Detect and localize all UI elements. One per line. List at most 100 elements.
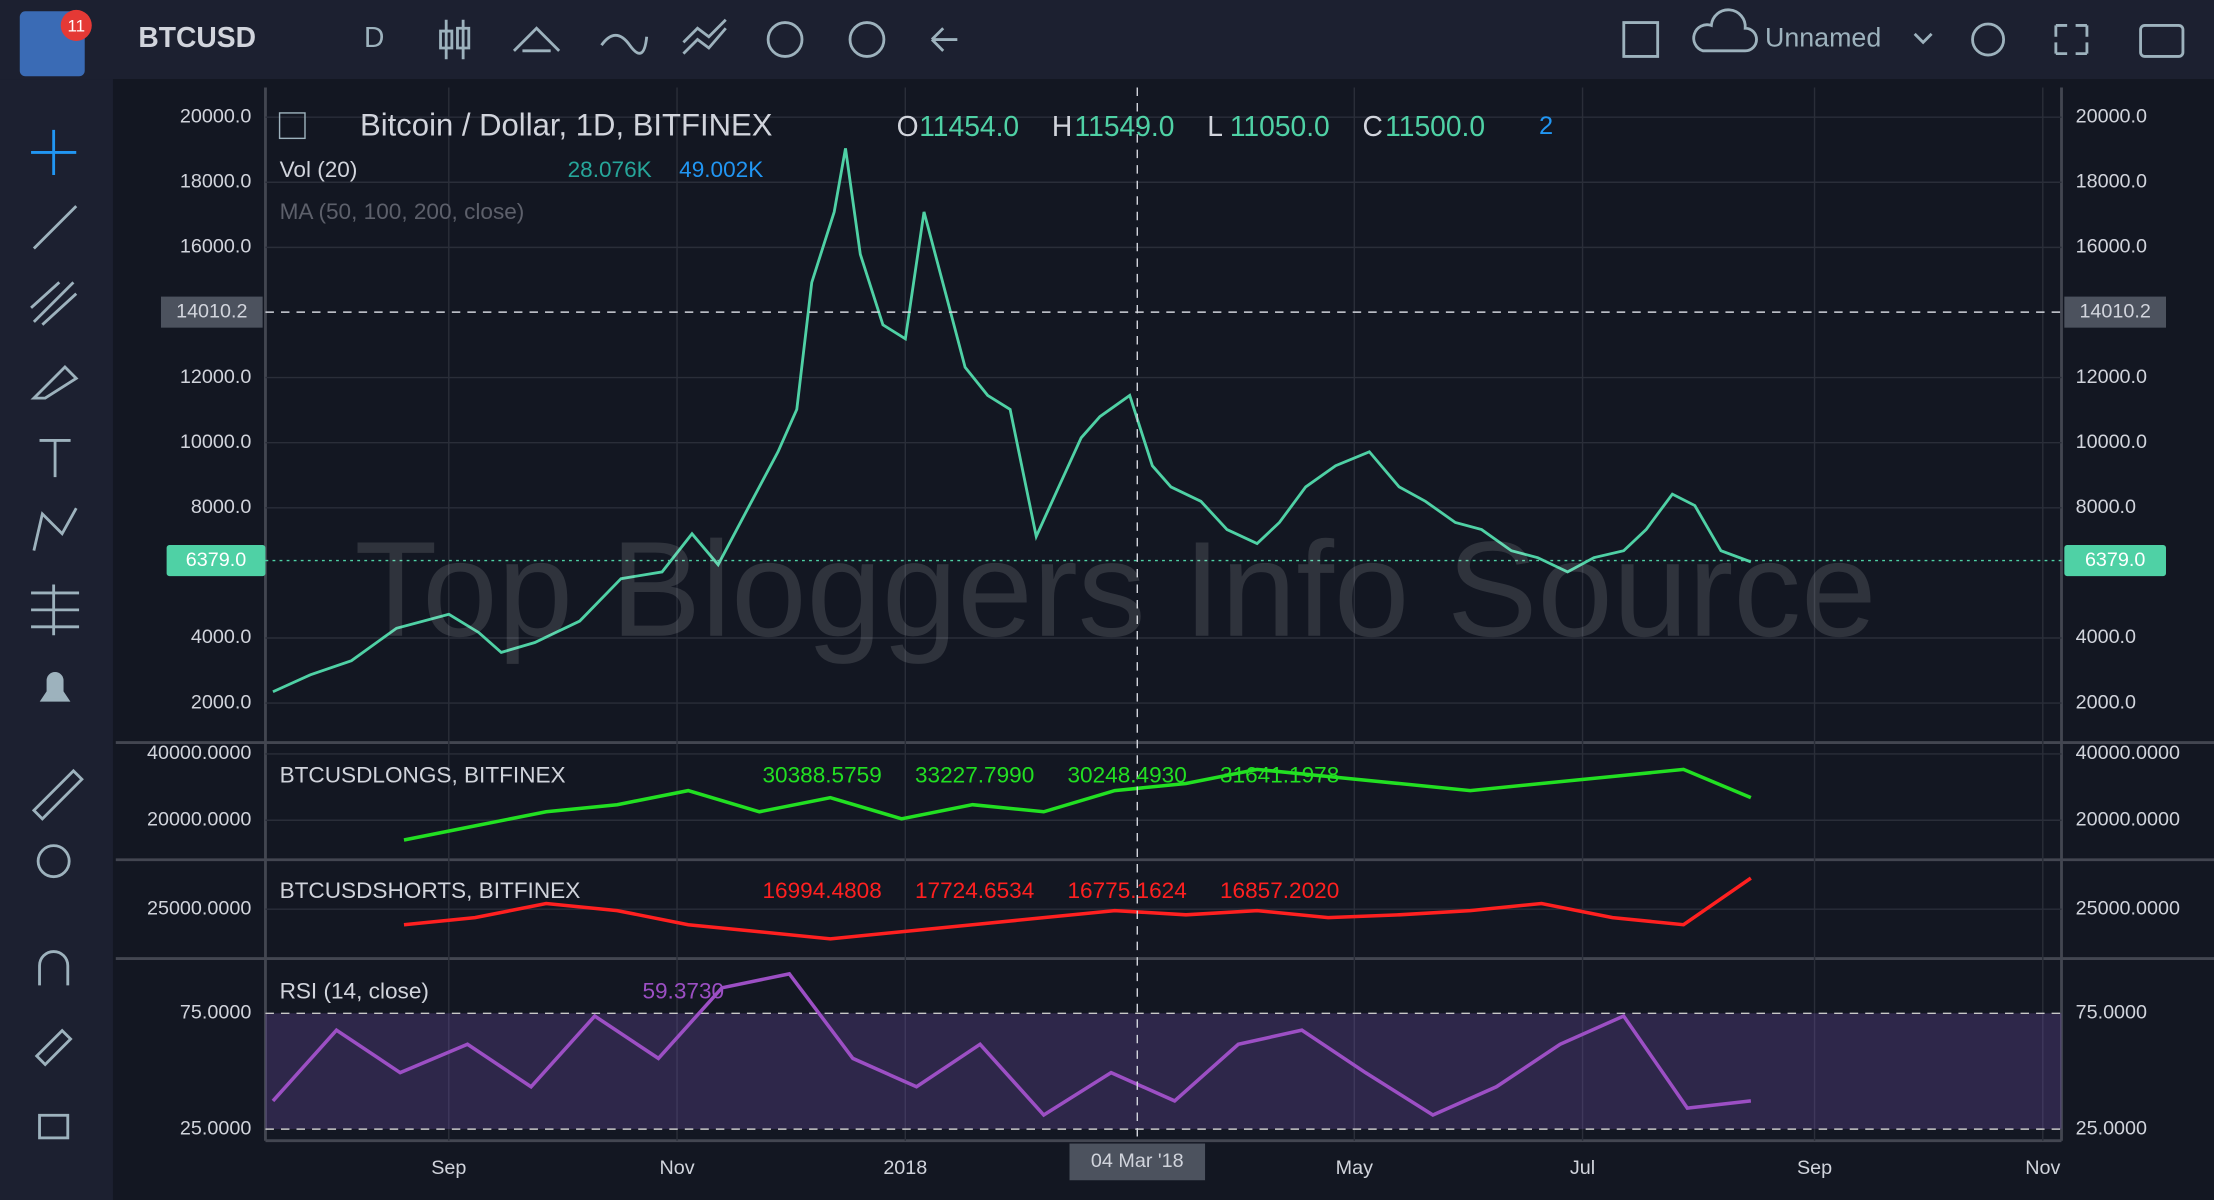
interval[interactable]: D [364,21,384,53]
x-tick-label: May [1336,1157,1373,1179]
lock-drawings-tool[interactable] [34,1028,73,1067]
y-tick-label: 25.0000 [2076,1117,2147,1139]
crosshair-price-label: 14010.2 [2079,300,2150,322]
y-tick-label: 10000.0 [180,431,251,453]
ohlc-key: H [1052,110,1072,142]
ohlc-value: 11500.0 [1385,110,1485,142]
cloud-icon[interactable] [1692,8,1758,53]
alerts-count: 2 [1539,112,1553,140]
ohlc-value: 11549.0 [1075,110,1175,142]
y-tick-label: 8000.0 [191,496,251,518]
trend-line-tool[interactable] [32,205,78,250]
volume-name: Vol (20) [280,157,358,182]
ohlc-key: O [897,110,919,142]
text-tool[interactable] [39,439,71,478]
magnet-tool[interactable] [38,950,70,986]
compare-icon[interactable] [512,26,561,53]
indicator-value: 31641.1978 [1220,762,1339,787]
alert-tool[interactable] [39,672,71,702]
crosshair-tag [2064,296,2166,328]
y-tick-label: 4000.0 [191,626,251,648]
x-tick-label: Sep [1797,1157,1832,1179]
brush-tool[interactable] [30,365,79,400]
y-tick-label: 8000.0 [2076,496,2136,518]
x-tick-label: Jul [1570,1157,1595,1179]
longs-line [403,767,1752,842]
indicator-icon[interactable] [600,33,649,55]
toolbar-icons[interactable] [439,8,2185,60]
y-tick-label: 75.0000 [2076,1002,2147,1024]
ohlc: O 11454.0 H 11549.0 L 11050.0 C 11500.0 [897,110,1485,142]
crosshair-date-label: 04 Mar '18 [1091,1150,1184,1172]
legend-title: Bitcoin / Dollar, 1D, BITFINEX [360,107,773,142]
rsi-line [271,971,1752,1118]
crosshair-price-label: 14010.2 [176,300,247,322]
fib-tool[interactable] [30,281,78,326]
lock-tool[interactable] [38,1113,70,1140]
badge [60,9,92,41]
y-tick-label: 25000.0000 [147,897,251,919]
y-tick-label: 20000.0 [2076,105,2147,127]
volume-value: 28.076K [568,157,652,182]
y-tick-label: 20000.0000 [2076,808,2180,830]
pattern-tool[interactable] [32,507,78,551]
crosshair-tool[interactable] [31,129,77,176]
left-toolbar [0,79,113,1200]
x-tick-label: Nov [2025,1157,2060,1179]
y-tick-label: 18000.0 [2076,170,2147,192]
rsi-value: 59.3730 [642,978,724,1003]
ohlc-key: L [1207,110,1223,142]
drawing-tools[interactable] [30,129,84,1140]
measure-tool[interactable] [31,768,84,821]
indicator-value: 16857.2020 [1220,878,1339,903]
alert-icon[interactable] [766,21,804,58]
indicator-value: 30248.4930 [1067,762,1186,787]
shorts-name: BTCUSDSHORTS, BITFINEX [280,878,581,903]
x-tick-label: Nov [659,1157,694,1179]
rsi-name: RSI (14, close) [280,978,429,1003]
y-tick-label: 16000.0 [2076,236,2147,258]
undo-icon[interactable] [930,27,958,52]
y-tick-label: 20000.0 [180,105,251,127]
templates-icon[interactable] [682,18,727,55]
indicator-value: 16994.4808 [762,878,881,903]
sub-legend-values: 30388.5759 33227.7990 30248.4930 31641.1978… [762,762,1339,903]
badge-count: 11 [67,16,85,35]
volume-ma-value: 49.002K [679,157,763,182]
settings-icon[interactable] [1971,22,2006,57]
rsi-band [265,1013,2062,1130]
ohlc-value: 11050.0 [1230,110,1330,142]
symbol[interactable]: BTCUSD [138,21,256,53]
layout-icon[interactable] [1622,21,1660,58]
top-toolbar [0,0,2214,80]
crosshair-tag [160,296,263,328]
longs-name: BTCUSDLONGS, BITFINEX [280,762,566,787]
plot-layer: Sep Nov 2018 May Jul Sep Nov 2000.0 2000.0 4000.0… [147,87,2180,1181]
y-tick-label: 75.0000 [180,1002,251,1024]
ohlc-value: 11454.0 [919,110,1019,142]
indicator-value: 33227.7990 [915,762,1034,787]
collapse-icon[interactable] [278,112,306,140]
y-tick-label: 2000.0 [2076,691,2136,713]
layout-name[interactable]: Unnamed [1765,23,1881,53]
last-price-label: 6379.0 [2085,549,2145,571]
dropdown-icon[interactable] [1913,32,1933,45]
y-tick-label: 12000.0 [180,366,251,388]
zoom-tool[interactable] [36,844,71,879]
forecast-tool[interactable] [31,584,80,636]
y-tick-label: 40000.0000 [147,742,251,764]
y-tick-label: 16000.0 [180,236,251,258]
snapshot-icon[interactable] [2139,24,2185,58]
indicator-value: 17724.6534 [915,878,1034,903]
candles-icon[interactable] [439,19,471,60]
last-price-label: 6379.0 [186,549,246,571]
last-price-tag [166,545,266,577]
price-line [272,148,1752,694]
replay-icon[interactable] [848,21,886,58]
fullscreen-icon[interactable] [2054,24,2089,56]
x-tick-label: Sep [431,1157,466,1179]
y-tick-label: 40000.0000 [2076,742,2180,764]
y-tick-label: 18000.0 [180,170,251,192]
last-price-tag [2064,545,2166,577]
